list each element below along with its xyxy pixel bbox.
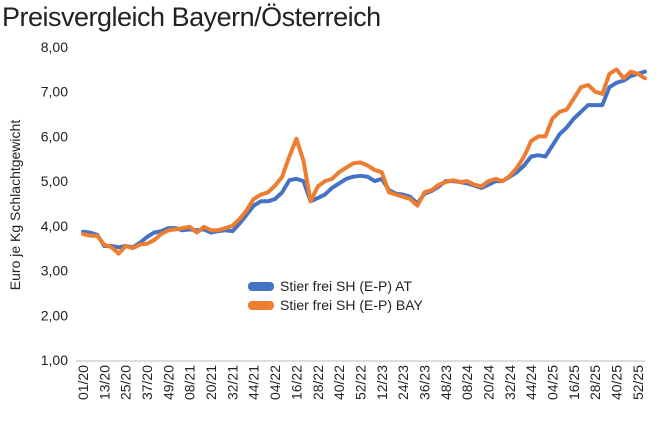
x-tick-label: 01/20 (75, 365, 91, 400)
x-tick-label: 20/24 (480, 365, 496, 400)
x-tick-label: 52/22 (352, 365, 368, 400)
legend: Stier frei SH (E-P) AT Stier frei SH (E-… (248, 278, 424, 313)
legend-swatch (248, 301, 274, 310)
series-line (81, 69, 647, 250)
y-tick-label: 3,00 (41, 263, 68, 279)
x-tick-label: 12/23 (374, 365, 390, 400)
x-tick-label: 52/25 (630, 365, 646, 400)
x-tick-label: 48/23 (438, 365, 454, 400)
x-tick-label: 28/22 (310, 365, 326, 400)
x-tick-label: 44/21 (246, 365, 262, 400)
series-line (81, 67, 647, 256)
x-tick-label: 28/25 (587, 365, 603, 400)
x-tick-label: 04/22 (267, 365, 283, 400)
x-tick-label: 16/25 (566, 365, 582, 400)
x-tick-label: 08/21 (182, 365, 198, 400)
x-tick-label: 32/21 (224, 365, 240, 400)
legend-swatch (248, 282, 274, 291)
y-tick-label: 7,00 (41, 84, 68, 100)
x-tick-label: 16/22 (288, 365, 304, 400)
x-tick-label: 24/23 (395, 365, 411, 400)
y-tick-label: 6,00 (41, 128, 68, 144)
x-tick-label: 37/20 (139, 365, 155, 400)
x-tick-label: 40/25 (609, 365, 625, 400)
y-tick-label: 2,00 (41, 307, 68, 323)
y-tick-label: 5,00 (41, 173, 68, 189)
x-tick-label: 08/24 (459, 365, 475, 400)
y-tick-label: 8,00 (41, 39, 68, 55)
x-tick-label: 44/24 (523, 365, 539, 400)
x-tick-label: 40/22 (331, 365, 347, 400)
y-tick-label: 1,00 (41, 352, 68, 368)
legend-label: Stier frei SH (E-P) BAY (280, 297, 424, 313)
x-tick-label: 25/20 (118, 365, 134, 400)
x-tick-label: 04/25 (545, 365, 561, 400)
x-tick-label: 13/20 (96, 365, 112, 400)
y-axis-label: Euro je Kg Schlachtgewicht (7, 120, 23, 291)
x-tick-label: 36/23 (416, 365, 432, 400)
x-tick-label: 32/24 (502, 365, 518, 400)
x-tick-label: 20/21 (203, 365, 219, 400)
legend-label: Stier frei SH (E-P) AT (280, 278, 412, 294)
x-tick-label: 49/20 (160, 365, 176, 400)
y-tick-label: 4,00 (41, 218, 68, 234)
chart-title: Preisvergleich Bayern/Österreich (2, 2, 381, 32)
